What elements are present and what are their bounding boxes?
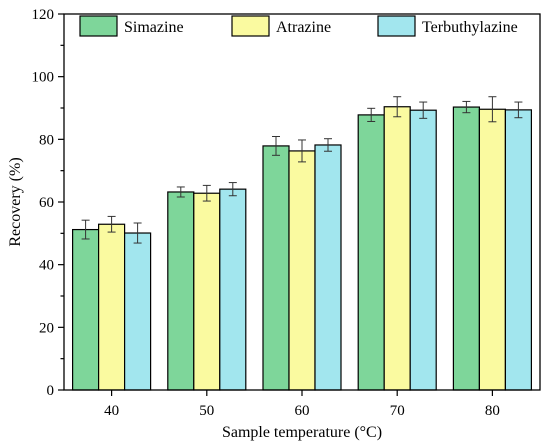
- error-bar: [393, 96, 402, 118]
- error-bar: [324, 138, 332, 152]
- bar-atrazine: [97, 223, 126, 391]
- error-bar: [367, 107, 376, 122]
- legend-swatch: [377, 15, 416, 37]
- bars-layer: [71, 106, 532, 391]
- bar-terbuthylazine: [314, 144, 342, 391]
- x-tick-label: 40: [104, 403, 119, 419]
- x-axis-title: Sample temperature (°C): [222, 424, 382, 441]
- x-axis-ticks: 40 50 60 70 80: [104, 390, 500, 419]
- legend-swatch: [231, 15, 270, 37]
- y-tick-label: 120: [32, 7, 55, 23]
- legend-swatch: [79, 15, 118, 37]
- error-bar: [488, 96, 497, 123]
- bar-terbuthylazine: [409, 109, 437, 391]
- y-tick-label: 60: [39, 195, 54, 211]
- y-tick-label: 80: [39, 132, 54, 148]
- y-tick-label: 20: [39, 320, 54, 336]
- error-bar: [462, 100, 471, 114]
- y-tick-label: 0: [47, 383, 55, 399]
- x-tick-label: 70: [390, 403, 405, 419]
- x-tick-label: 80: [485, 403, 500, 419]
- bar-simazine: [452, 106, 480, 391]
- legend-item-terbuthylazine: Terbuthylazine: [377, 15, 518, 37]
- error-bar: [107, 215, 116, 233]
- legend-label: Simazine: [124, 19, 184, 36]
- legend: Simazine Atrazine Terbuthylazine: [79, 15, 518, 37]
- bar-simazine: [262, 145, 290, 391]
- error-bar: [272, 136, 280, 156]
- bar-simazine: [167, 191, 195, 391]
- x-tick-label: 60: [295, 403, 310, 419]
- error-bar: [81, 219, 90, 240]
- legend-label: Terbuthylazine: [422, 19, 518, 36]
- bar-terbuthylazine: [123, 232, 152, 391]
- bar-simazine: [357, 114, 385, 391]
- y-axis-ticks: 0 20 40 60 80 100 120: [32, 7, 64, 399]
- legend-item-atrazine: Atrazine: [231, 15, 331, 37]
- bar-atrazine: [288, 150, 316, 391]
- bar-simazine: [71, 228, 100, 391]
- error-bar: [202, 184, 211, 202]
- x-tick-label: 50: [199, 403, 214, 419]
- bar-atrazine: [478, 108, 506, 391]
- y-tick-label: 40: [39, 258, 54, 274]
- error-bar: [514, 101, 523, 119]
- legend-item-simazine: Simazine: [79, 15, 184, 37]
- error-bar: [419, 101, 428, 119]
- y-tick-label: 100: [32, 70, 55, 86]
- error-bar: [298, 139, 306, 163]
- bar-atrazine: [383, 106, 411, 391]
- error-bar: [176, 186, 185, 198]
- error-bar: [228, 182, 237, 197]
- bar-terbuthylazine: [504, 109, 532, 391]
- y-axis-title: Recovery (%): [7, 157, 24, 246]
- bar-terbuthylazine: [219, 188, 247, 391]
- legend-label: Atrazine: [276, 19, 331, 36]
- bar-atrazine: [193, 192, 221, 391]
- error-bars-layer: [81, 96, 523, 244]
- error-bar: [133, 222, 142, 244]
